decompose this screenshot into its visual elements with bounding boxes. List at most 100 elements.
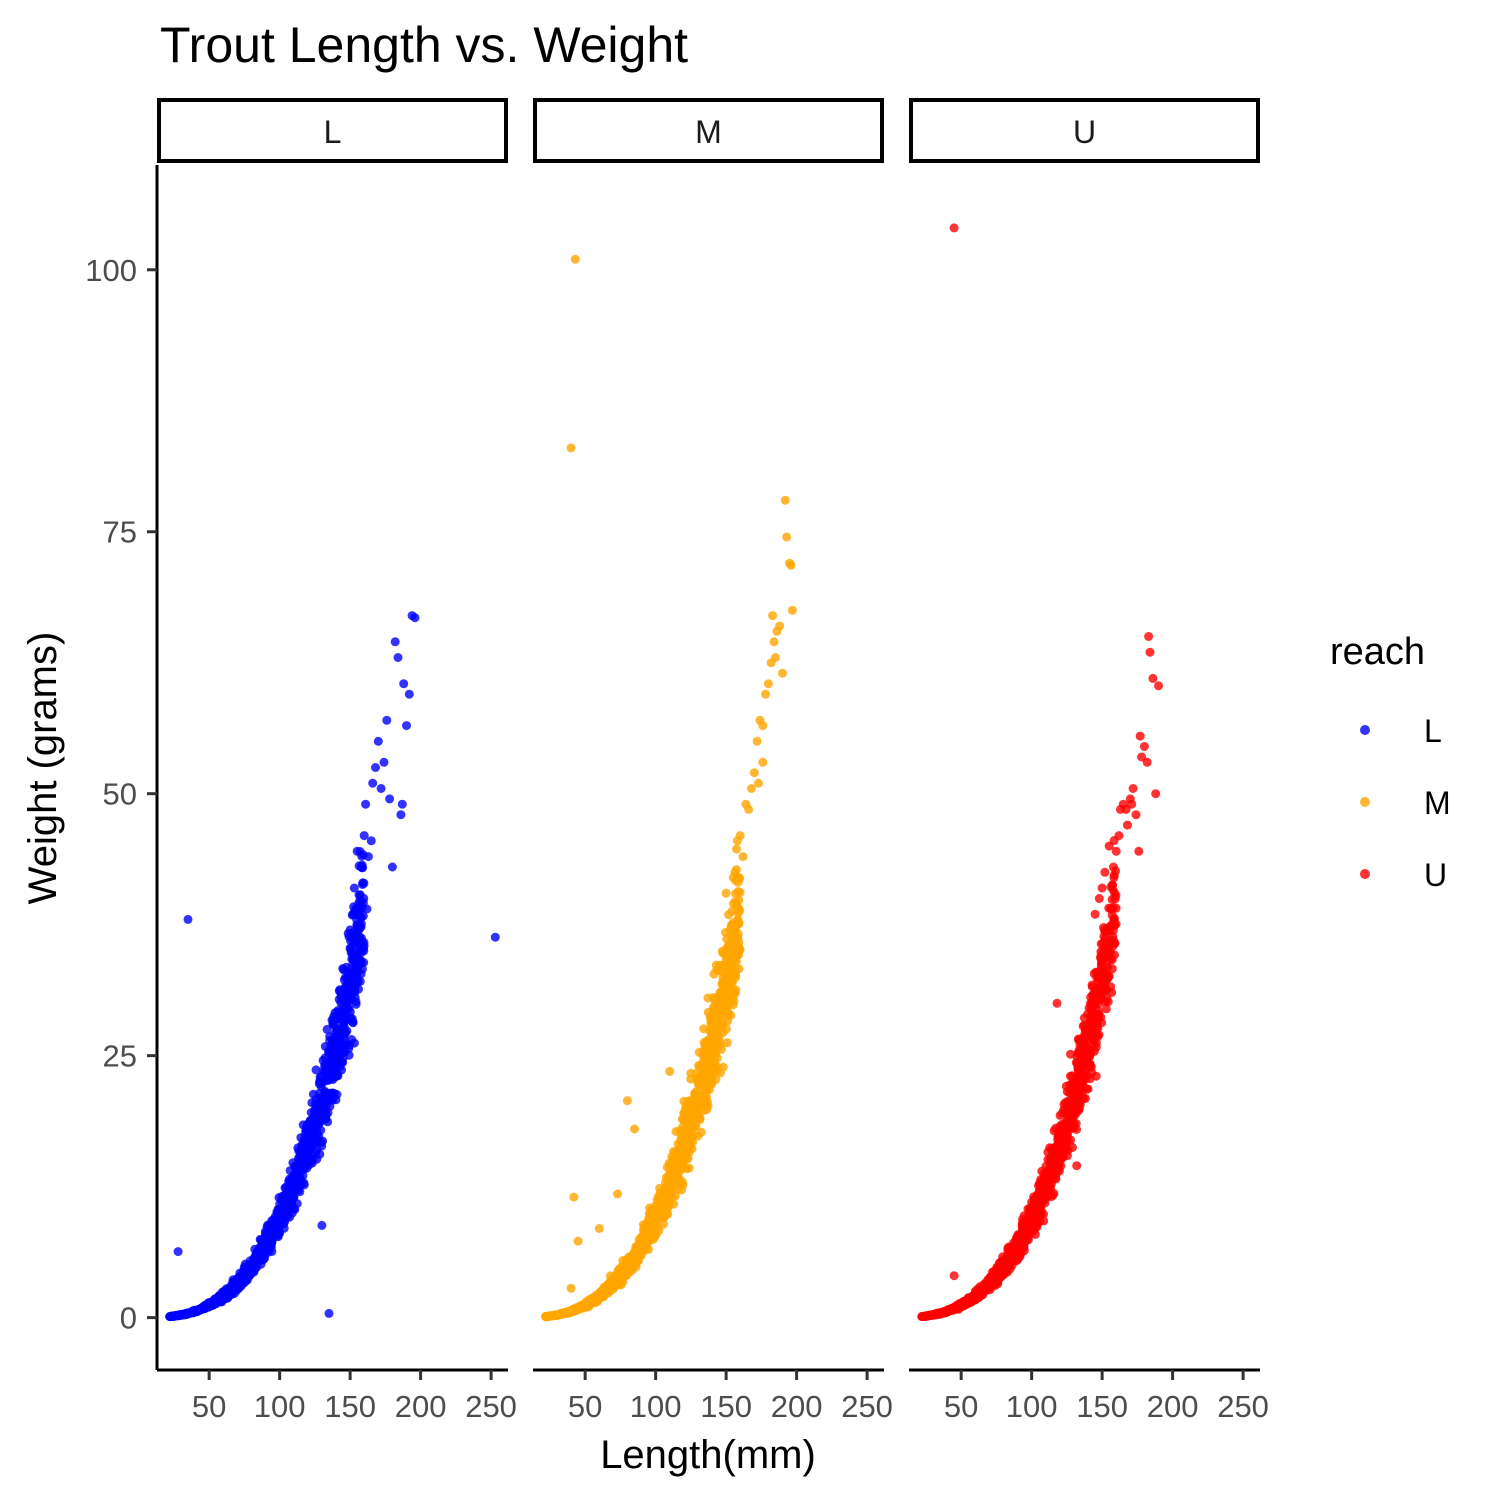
chart-title: Trout Length vs. Weight bbox=[160, 17, 688, 73]
legend-key-m bbox=[1360, 797, 1370, 807]
data-point bbox=[691, 1092, 701, 1102]
data-point bbox=[314, 1079, 324, 1089]
data-point bbox=[373, 736, 383, 746]
data-point bbox=[1027, 1197, 1037, 1207]
data-point bbox=[620, 1269, 630, 1279]
data-point bbox=[778, 668, 787, 678]
data-point bbox=[274, 1218, 284, 1228]
data-point bbox=[709, 1022, 719, 1032]
data-point bbox=[733, 887, 743, 896]
data-point bbox=[353, 958, 363, 968]
data-point bbox=[638, 1240, 648, 1250]
data-point bbox=[290, 1169, 299, 1179]
data-point bbox=[661, 1210, 671, 1220]
data-point bbox=[1107, 920, 1117, 930]
data-point bbox=[1024, 1224, 1033, 1234]
data-point bbox=[648, 1208, 658, 1218]
data-point bbox=[695, 1113, 705, 1123]
data-point bbox=[719, 961, 729, 971]
y-tick-label: 100 bbox=[85, 253, 137, 288]
data-point bbox=[345, 925, 355, 935]
data-point bbox=[716, 1021, 726, 1031]
data-point bbox=[410, 613, 420, 623]
data-point bbox=[754, 778, 763, 788]
data-point bbox=[683, 1096, 693, 1106]
data-point bbox=[1087, 982, 1097, 992]
data-point bbox=[371, 763, 380, 772]
data-point bbox=[1154, 681, 1163, 691]
data-point bbox=[980, 1286, 990, 1296]
data-point bbox=[183, 914, 193, 924]
data-point bbox=[337, 1065, 347, 1075]
data-point bbox=[290, 1182, 300, 1192]
data-point bbox=[1134, 846, 1144, 856]
data-point bbox=[1103, 952, 1112, 962]
data-point bbox=[1065, 1122, 1075, 1132]
facet-panel-l: L 50 100 150 200 250 bbox=[157, 98, 517, 1424]
legend-key-u bbox=[1360, 869, 1370, 879]
data-point bbox=[949, 223, 959, 233]
data-point bbox=[1091, 967, 1101, 977]
data-point bbox=[662, 1162, 672, 1172]
x-tick-label: 200 bbox=[1147, 1389, 1199, 1424]
data-point bbox=[293, 1143, 303, 1153]
legend-label-l: L bbox=[1424, 713, 1442, 749]
data-point bbox=[667, 1178, 677, 1188]
data-point bbox=[605, 1286, 615, 1296]
data-point bbox=[1042, 1169, 1052, 1178]
data-point bbox=[752, 736, 762, 746]
data-point bbox=[986, 1278, 996, 1287]
data-point bbox=[686, 1068, 696, 1078]
data-point bbox=[173, 1247, 183, 1257]
data-point bbox=[1097, 994, 1107, 1004]
x-tick-label: 100 bbox=[630, 1389, 682, 1424]
data-point bbox=[728, 899, 738, 909]
data-point bbox=[696, 1127, 706, 1137]
data-point bbox=[1151, 789, 1161, 799]
data-point bbox=[396, 810, 406, 820]
x-tick-label: 100 bbox=[1006, 1389, 1058, 1424]
data-point bbox=[1128, 784, 1138, 793]
data-point bbox=[336, 992, 346, 1002]
data-point bbox=[1068, 1142, 1077, 1152]
data-point bbox=[768, 611, 778, 621]
data-point bbox=[682, 1164, 692, 1174]
data-point bbox=[735, 906, 745, 916]
data-point bbox=[1045, 1182, 1055, 1192]
data-point bbox=[1023, 1204, 1033, 1214]
data-point bbox=[650, 1201, 660, 1211]
data-point bbox=[749, 768, 759, 778]
data-point bbox=[399, 679, 409, 689]
data-point bbox=[1085, 1046, 1095, 1055]
data-point bbox=[348, 1017, 358, 1027]
data-point bbox=[630, 1124, 639, 1134]
data-point bbox=[719, 985, 729, 995]
series-u-points bbox=[917, 223, 1163, 1322]
data-point bbox=[332, 1032, 342, 1042]
data-point bbox=[1096, 947, 1106, 957]
y-tick-label: 50 bbox=[103, 777, 137, 812]
data-point bbox=[731, 985, 741, 995]
data-point bbox=[972, 1284, 982, 1294]
data-point bbox=[302, 1163, 312, 1173]
x-tick-label: 250 bbox=[465, 1389, 517, 1424]
y-axis-label: Weight (grams) bbox=[21, 632, 65, 905]
data-point bbox=[165, 1312, 175, 1322]
data-point bbox=[1107, 988, 1117, 997]
data-point bbox=[569, 1192, 579, 1202]
data-point bbox=[317, 1220, 327, 1230]
legend: reach LMU bbox=[1330, 631, 1451, 893]
data-point bbox=[366, 836, 376, 846]
data-point bbox=[232, 1281, 242, 1291]
data-point bbox=[1099, 967, 1109, 977]
data-point bbox=[1123, 820, 1132, 830]
x-tick-label: 150 bbox=[324, 1389, 376, 1424]
data-point bbox=[1053, 1157, 1062, 1167]
x-tick-label: 200 bbox=[771, 1389, 823, 1424]
x-tick-label: 200 bbox=[395, 1389, 447, 1424]
data-point bbox=[1108, 862, 1118, 872]
data-point bbox=[570, 254, 580, 264]
data-point bbox=[1100, 867, 1110, 877]
data-point bbox=[354, 890, 364, 900]
facet-strip bbox=[533, 98, 884, 163]
